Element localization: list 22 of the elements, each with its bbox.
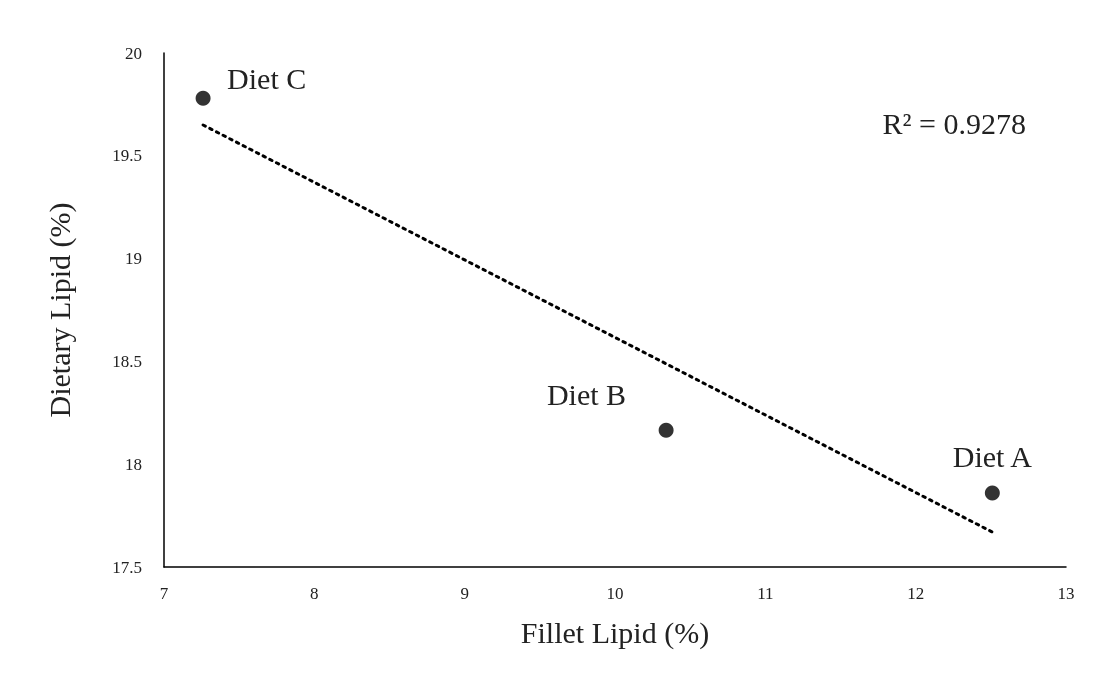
point xyxy=(195,90,211,106)
annotation: R² = 0.9278 xyxy=(882,106,1027,140)
point xyxy=(658,422,674,438)
x-tick-label: 10 xyxy=(606,584,624,603)
y-tick-label: 18.5 xyxy=(112,351,142,371)
point xyxy=(984,485,1000,501)
y-tick-label: 19.5 xyxy=(112,146,142,166)
annotation: Diet B xyxy=(546,377,627,411)
x-tick-label: 9 xyxy=(460,584,469,603)
x-tick-label: 7 xyxy=(159,584,169,603)
y-axis-title: Dietary Lipid (%) xyxy=(42,202,77,418)
annotation: Diet A xyxy=(952,440,1033,474)
y-tick-label: 20 xyxy=(125,43,142,63)
x-tick-label: 8 xyxy=(310,584,319,603)
annotation: Diet C xyxy=(227,61,307,95)
x-tick-label: 13 xyxy=(1057,584,1075,603)
y-tick-label: 19 xyxy=(125,249,142,269)
y-tick-label: 17.5 xyxy=(112,557,142,577)
x-axis-title: Fillet Lipid (%) xyxy=(520,615,710,650)
x-tick-label: 11 xyxy=(757,584,774,603)
x-tick-label: 12 xyxy=(907,584,925,603)
y-tick-label: 18 xyxy=(125,454,142,474)
